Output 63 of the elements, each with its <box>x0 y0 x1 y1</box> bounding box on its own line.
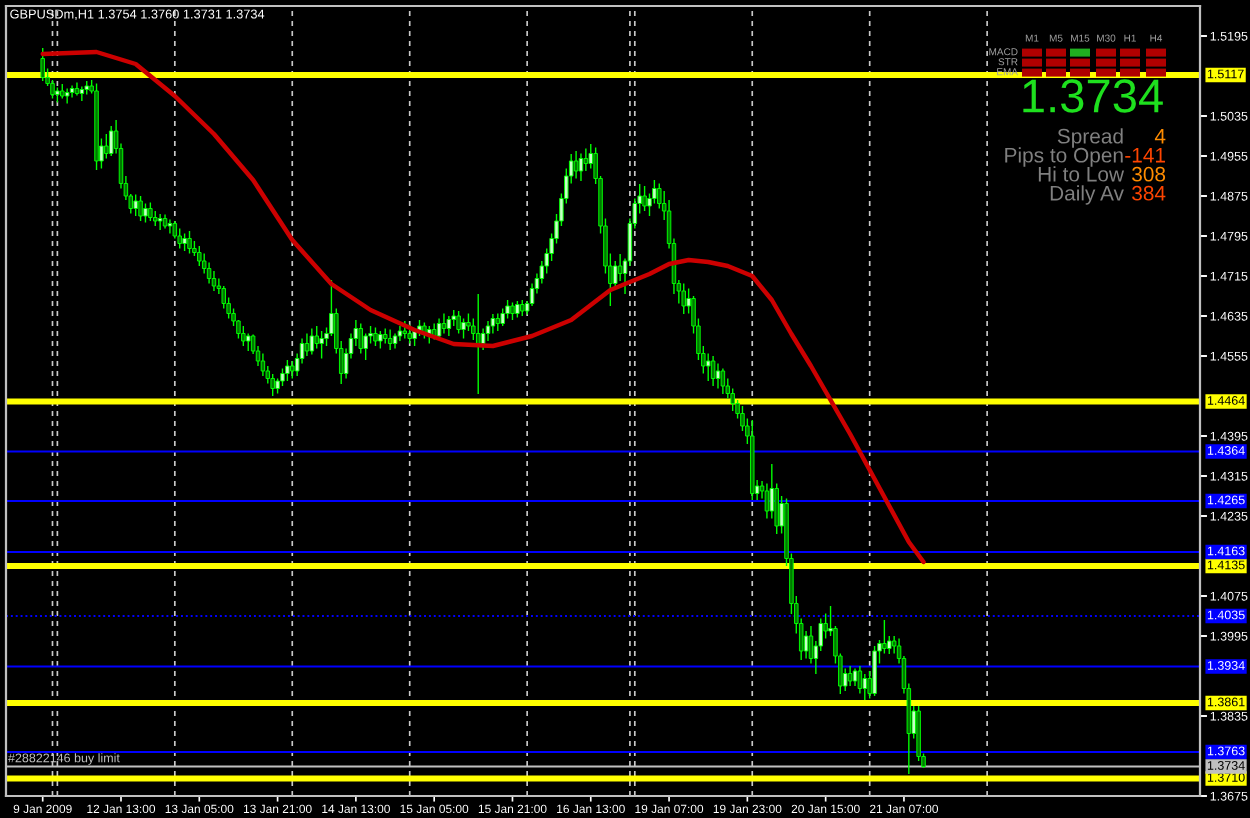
candlestick <box>373 326 378 347</box>
candlestick <box>862 673 868 701</box>
candlestick <box>143 202 148 224</box>
candlestick <box>108 125 114 157</box>
candlestick <box>681 282 686 315</box>
annotation: -141 <box>1125 148 1165 163</box>
annotation: Daily Av <box>1050 185 1124 205</box>
candlestick <box>872 645 877 697</box>
candlestick <box>304 332 310 357</box>
candlestick <box>882 619 887 655</box>
candlestick <box>157 213 163 231</box>
candlestick <box>358 322 364 355</box>
line-series <box>40 49 926 565</box>
candlestick <box>201 252 207 275</box>
candlestick <box>612 260 618 290</box>
candlestick <box>705 352 711 382</box>
annotation: 308 <box>1132 166 1166 182</box>
candlestick <box>456 310 461 335</box>
candlestick <box>446 315 452 337</box>
candlestick <box>461 317 466 340</box>
candlestick <box>79 85 85 102</box>
candlestick <box>133 193 138 217</box>
candlestick <box>505 299 510 320</box>
annotation: Hi to Low <box>1038 166 1125 182</box>
candlestick <box>177 227 182 250</box>
candlestick <box>167 218 173 235</box>
candlestick <box>270 373 275 397</box>
candlestick <box>475 293 481 395</box>
candlestick <box>197 245 202 267</box>
candlestick <box>314 325 319 350</box>
candlestick <box>529 282 535 307</box>
candlestick <box>363 332 368 361</box>
candlestick <box>148 201 153 222</box>
candlestick <box>104 133 109 160</box>
candlestick <box>710 355 716 387</box>
candlestick <box>715 362 721 390</box>
candlestick <box>319 330 324 360</box>
annotation: 384 <box>1132 185 1166 201</box>
candlestick <box>847 665 853 687</box>
candlestick <box>578 152 584 182</box>
candlestick <box>441 312 447 335</box>
candlestick <box>642 185 647 212</box>
candlestick <box>720 367 726 395</box>
candlestick <box>211 270 217 292</box>
candlestick <box>485 320 491 342</box>
candlestick <box>857 665 863 695</box>
candlestick <box>40 47 45 82</box>
candlestick <box>138 195 143 222</box>
candlestick <box>823 612 828 640</box>
candlestick <box>387 328 393 351</box>
candlestick <box>573 150 579 180</box>
annotation: Pips to Open <box>1005 147 1123 167</box>
annotation: Spread <box>1057 128 1123 148</box>
candlestick <box>241 325 246 347</box>
candlestick <box>260 352 266 377</box>
candlestick <box>309 327 315 356</box>
candlestick <box>206 261 212 285</box>
candlestick <box>490 313 496 335</box>
candlestick <box>285 359 290 382</box>
annotation: 4 <box>1154 129 1166 144</box>
annotation: 1.3734 <box>1023 79 1163 113</box>
candlestick <box>916 705 921 762</box>
candlestick <box>187 230 192 255</box>
